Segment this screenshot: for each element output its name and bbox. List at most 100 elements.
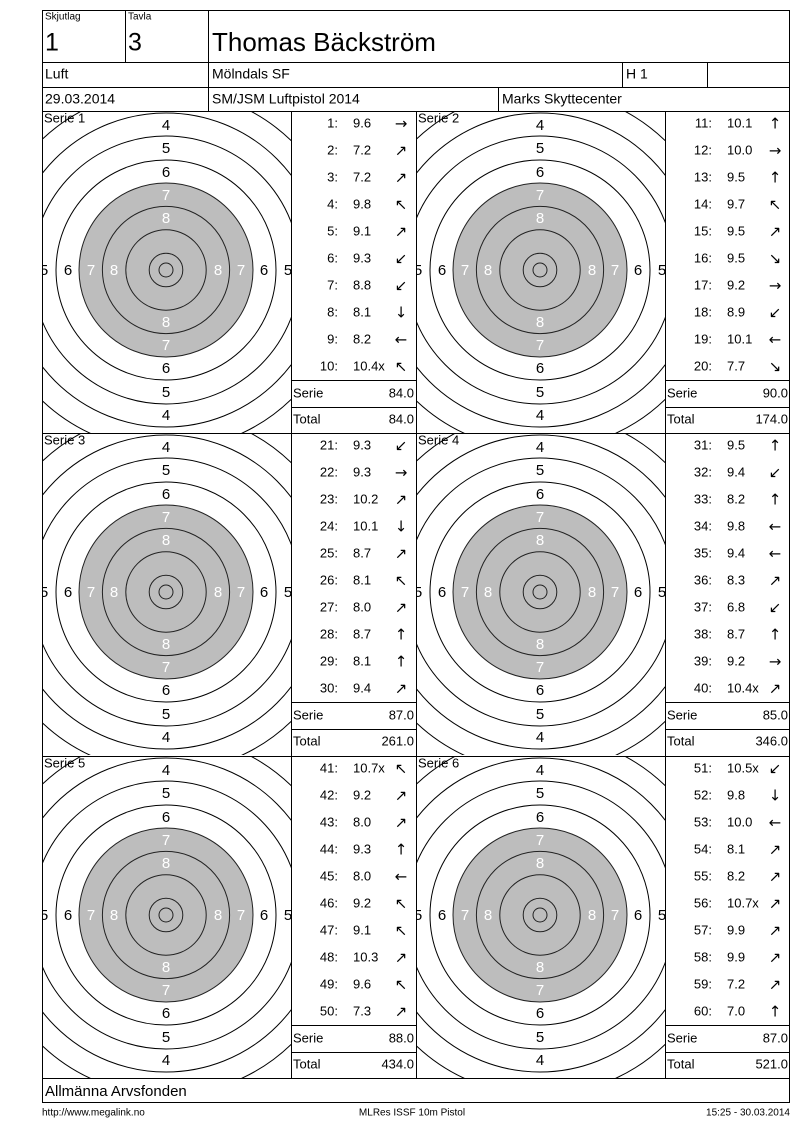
- shot-score: 8.2: [727, 491, 745, 506]
- shot-number: 10:: [320, 358, 338, 373]
- shot-number: 8:: [327, 304, 338, 319]
- ring-label: 5: [40, 584, 48, 601]
- ring-label: 5: [162, 462, 170, 479]
- shot-score: 9.2: [727, 277, 745, 292]
- shot-score: 10.1: [353, 518, 378, 533]
- ring-label: 6: [162, 360, 170, 377]
- shot-score: 10.4x: [353, 358, 385, 373]
- ring-label: 4: [162, 117, 170, 134]
- ring-label: 7: [87, 262, 95, 279]
- total-sum: 346.0: [755, 733, 788, 748]
- serie-label: Serie: [293, 385, 323, 400]
- ring-label: 6: [536, 360, 544, 377]
- shot-direction: ↗: [395, 1003, 408, 1021]
- shot-direction: ↙: [395, 437, 408, 455]
- ring-label: 6: [536, 682, 544, 699]
- shot-direction: ↗: [395, 169, 408, 187]
- ring: [125, 551, 207, 633]
- series-title: Serie 3: [44, 432, 85, 447]
- shot-direction: ↙: [769, 599, 782, 617]
- shot-score: 9.8: [727, 787, 745, 802]
- ring-label: 6: [162, 486, 170, 503]
- shot-score: 10.7x: [353, 760, 385, 775]
- ring-label: 8: [588, 584, 596, 601]
- shot-direction: ↙: [395, 250, 408, 268]
- serie-label: Serie: [293, 707, 323, 722]
- ring-label: 4: [681, 907, 689, 924]
- shot-direction: ↙: [769, 760, 782, 778]
- ring-label: 8: [162, 210, 170, 227]
- program: MLRes ISSF 10m Pistol: [359, 1108, 465, 1119]
- ring-label: 6: [634, 584, 642, 601]
- shot-score: 8.0: [353, 599, 371, 614]
- ring-label: 4: [307, 262, 315, 279]
- ring: [148, 574, 184, 610]
- series-title: Serie 6: [418, 755, 459, 770]
- ring-label: 5: [658, 262, 666, 279]
- ring: [43, 135, 291, 405]
- shot-score: 9.5: [727, 250, 745, 265]
- ring: [417, 457, 665, 727]
- shot-score: 9.3: [353, 464, 371, 479]
- shot-direction: ↗: [395, 142, 408, 160]
- shot-score: 10.1: [727, 331, 752, 346]
- shot-score: 6.8: [727, 599, 745, 614]
- ring: [475, 850, 605, 980]
- shot-number: 47:: [320, 922, 338, 937]
- shot-score: 9.9: [727, 922, 745, 937]
- shot-number: 25:: [320, 545, 338, 560]
- shot-number: 57:: [694, 922, 712, 937]
- ring: [417, 112, 665, 428]
- ring: [125, 874, 207, 956]
- shot-direction: ↖: [395, 572, 408, 590]
- shot-number: 55:: [694, 868, 712, 883]
- shot-number: 14:: [694, 196, 712, 211]
- shot-direction: ↑: [769, 169, 782, 187]
- ring-label: 7: [461, 262, 469, 279]
- shooter-name: Thomas Bäckström: [212, 27, 436, 57]
- serie-label: Serie: [667, 707, 697, 722]
- ring: [101, 527, 231, 657]
- ring: [417, 780, 665, 1050]
- ring-label: 8: [162, 314, 170, 331]
- ring-label: 5: [536, 384, 544, 401]
- shot-number: 51:: [694, 760, 712, 775]
- ring-label: 6: [162, 164, 170, 181]
- shot-number: 23:: [320, 491, 338, 506]
- ring-label: 7: [611, 262, 619, 279]
- shot-number: 26:: [320, 572, 338, 587]
- ring-label: 8: [162, 636, 170, 653]
- ring: [429, 804, 651, 1026]
- ring-label: 7: [162, 187, 170, 204]
- ring-label: 5: [162, 785, 170, 802]
- ring-label: 5: [162, 1029, 170, 1046]
- ring: [475, 527, 605, 657]
- shot-score: 9.8: [727, 518, 745, 533]
- serie-label: Serie: [293, 1030, 323, 1045]
- total-label: Total: [667, 733, 695, 748]
- shot-direction: ←: [769, 814, 782, 832]
- shot-score: 9.5: [727, 437, 745, 452]
- ring-label: 8: [214, 262, 222, 279]
- tavla: 3: [128, 29, 142, 57]
- total-label: Total: [667, 1056, 695, 1071]
- ring-label: 6: [64, 907, 72, 924]
- ring-label: 4: [536, 762, 544, 779]
- ring-label: 4: [536, 1052, 544, 1069]
- ring: [452, 182, 628, 358]
- ring-label: 7: [611, 907, 619, 924]
- shot-direction: ↗: [769, 680, 782, 698]
- shot-direction: ↑: [395, 841, 408, 859]
- shot-score: 9.1: [353, 223, 371, 238]
- serie-sum: 88.0: [389, 1030, 414, 1045]
- shot-score: 8.1: [727, 841, 745, 856]
- ring-label: 6: [536, 164, 544, 181]
- series-title: Serie 2: [418, 110, 459, 125]
- shot-direction: ↖: [395, 760, 408, 778]
